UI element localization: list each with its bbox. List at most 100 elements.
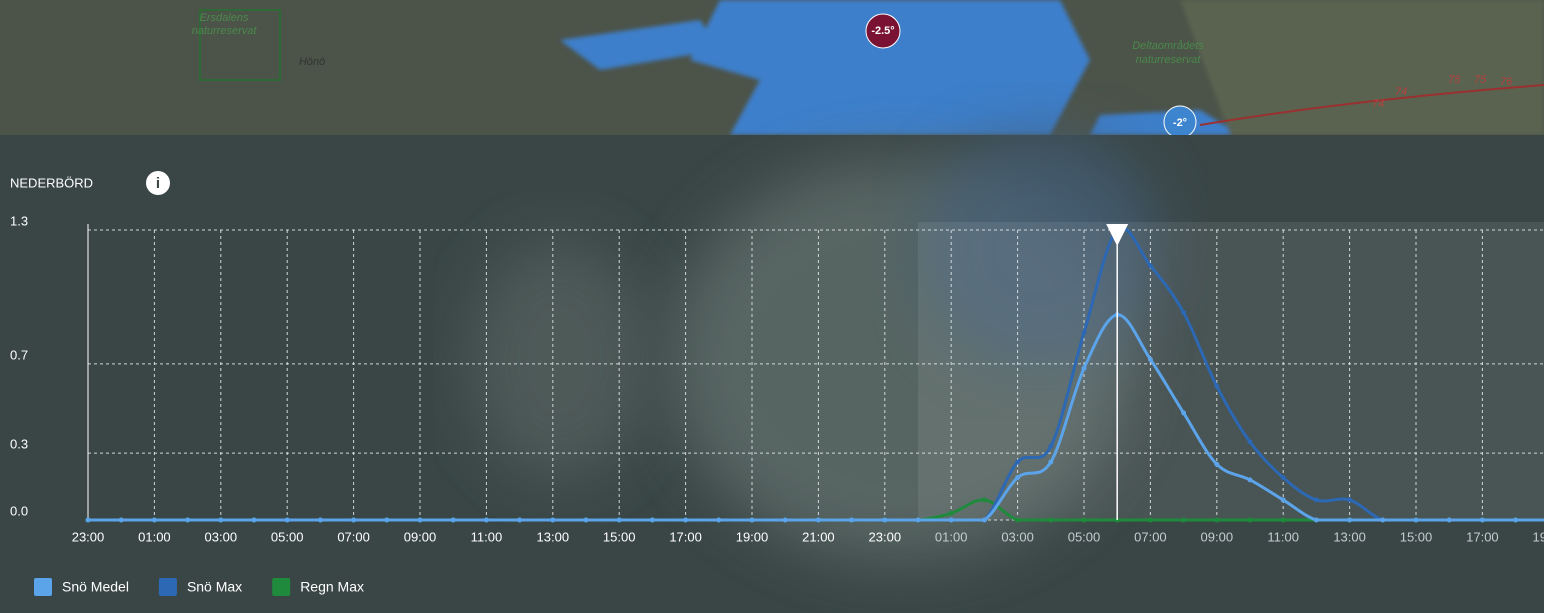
x-tick-label: 03:00 [1001, 529, 1034, 544]
map-label: 74 [1372, 98, 1384, 110]
point [617, 518, 622, 523]
point [1447, 518, 1452, 523]
point [1015, 475, 1020, 480]
x-tick-label: 19:00 [736, 529, 769, 544]
y-tick-label: 0.3 [10, 437, 28, 452]
info-icon-label[interactable]: i [156, 175, 160, 192]
point [949, 511, 954, 516]
y-tick-label: 0.0 [10, 503, 28, 518]
point [1048, 444, 1053, 449]
x-tick-label: 15:00 [603, 529, 636, 544]
point [1380, 518, 1385, 523]
point [1148, 263, 1153, 268]
point [152, 518, 157, 523]
point [1148, 357, 1153, 362]
point [451, 518, 456, 523]
forecast-region [918, 222, 1544, 520]
point [484, 518, 489, 523]
point [1248, 477, 1253, 482]
x-tick-label: 05:00 [271, 529, 304, 544]
temp-badge-label[interactable]: -2.5° [871, 25, 894, 37]
point [1248, 439, 1253, 444]
map-label: Hönö [299, 56, 325, 68]
point [285, 518, 290, 523]
point [119, 518, 124, 523]
x-tick-label: 01:00 [138, 529, 171, 544]
point [1214, 462, 1219, 467]
legend-swatch [159, 578, 177, 596]
point [1248, 518, 1253, 523]
weather-panel: Ersdalens naturreservat Hönö Deltaområde… [0, 0, 1544, 613]
page: Ersdalens naturreservat Hönö Deltaområde… [0, 0, 1544, 613]
legend-label: Regn Max [300, 579, 364, 595]
point [218, 518, 223, 523]
point [550, 518, 555, 523]
map-label: naturreservat [192, 25, 258, 37]
point [384, 518, 389, 523]
chart-title: NEDERBÖRD [10, 175, 93, 190]
x-tick-label: 13:00 [1333, 529, 1366, 544]
point [1281, 497, 1286, 502]
point [1048, 518, 1053, 523]
legend-label: Snö Medel [62, 579, 129, 595]
map-label: 75 [1474, 74, 1487, 86]
map: Ersdalens naturreservat Hönö Deltaområde… [0, 0, 1544, 138]
x-tick-label: 23:00 [869, 529, 902, 544]
temp-badge-label[interactable]: -2° [1173, 117, 1187, 129]
x-tick-label: 09:00 [404, 529, 437, 544]
x-tick-label: 11:00 [1267, 529, 1299, 544]
point [882, 518, 887, 523]
map-label: Deltaområdets [1132, 40, 1204, 52]
x-tick-label: 03:00 [205, 529, 238, 544]
map-label: 76 [1500, 76, 1513, 88]
x-tick-label: 09:00 [1201, 529, 1234, 544]
point [1082, 518, 1087, 523]
legend-swatch [272, 578, 290, 596]
map-label: 74 [1395, 86, 1407, 98]
point [750, 518, 755, 523]
point [683, 518, 688, 523]
point [1214, 518, 1219, 523]
legend-label: Snö Max [187, 579, 242, 595]
point [1214, 384, 1219, 389]
x-tick-label: 01:00 [935, 529, 968, 544]
point [849, 518, 854, 523]
x-tick-label: 19:00 [1533, 529, 1544, 544]
map-label: Ersdalens [200, 12, 249, 24]
point [1347, 518, 1352, 523]
point [982, 497, 987, 502]
legend-swatch [34, 578, 52, 596]
point [949, 518, 954, 523]
point [1048, 460, 1053, 465]
point [1480, 518, 1485, 523]
x-tick-label: 13:00 [537, 529, 570, 544]
point [916, 518, 921, 523]
point [1314, 518, 1319, 523]
point [1281, 475, 1286, 480]
x-tick-label: 05:00 [1068, 529, 1101, 544]
point [1314, 497, 1319, 502]
point [517, 518, 522, 523]
x-tick-label: 23:00 [72, 529, 105, 544]
legend: Snö Medel Snö Max Regn Max [34, 578, 364, 596]
point [1414, 518, 1419, 523]
point [783, 518, 788, 523]
map-label: 75 [1448, 74, 1461, 86]
point [816, 518, 821, 523]
point [1148, 518, 1153, 523]
point [1082, 366, 1087, 371]
y-tick-label: 0.7 [10, 347, 28, 362]
point [185, 518, 190, 523]
point [1015, 518, 1020, 523]
y-tick-label: 1.3 [10, 213, 28, 228]
point [86, 518, 91, 523]
point [1015, 460, 1020, 465]
x-tick-label: 07:00 [1134, 529, 1167, 544]
point [1181, 310, 1186, 315]
point [351, 518, 356, 523]
point [982, 518, 987, 523]
x-tick-label: 21:00 [802, 529, 835, 544]
x-tick-label: 15:00 [1400, 529, 1433, 544]
point [1181, 410, 1186, 415]
point [716, 518, 721, 523]
